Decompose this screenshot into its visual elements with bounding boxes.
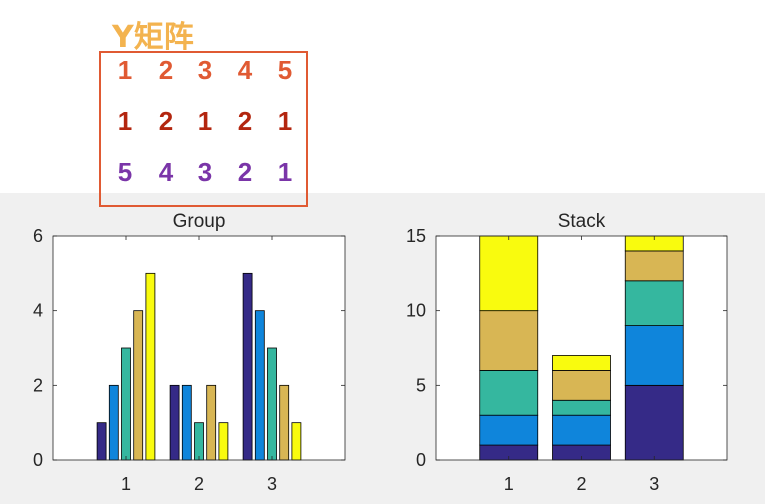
- matrix-row-1: 1 2 3 4 5: [101, 55, 306, 105]
- matrix-box: 1 2 3 4 5 1 2 1 2 1 5 4 3 2 1: [99, 51, 308, 207]
- x-tick-label: 1: [504, 474, 514, 494]
- stacked-bar-segment: [479, 414, 539, 446]
- stacked-bar-segment: [552, 414, 611, 446]
- x-tick-label: 2: [576, 474, 586, 494]
- y-tick-label: 2: [33, 375, 43, 395]
- matrix-cell: 1: [117, 55, 133, 85]
- bar: [279, 384, 290, 461]
- stacked-bar-segment: [479, 310, 539, 371]
- bar: [96, 422, 107, 461]
- matrix-cell: 2: [237, 106, 253, 136]
- y-tick-label: 10: [406, 301, 426, 321]
- stacked-bar-segment: [479, 235, 539, 312]
- bar: [218, 422, 229, 461]
- y-tick-label: 6: [33, 226, 43, 246]
- bar: [194, 422, 204, 461]
- bar: [254, 310, 265, 461]
- x-tick-label: 3: [649, 474, 659, 494]
- matrix-row-2: 1 2 1 2 1: [101, 106, 306, 156]
- stacked-bar-segment: [624, 325, 684, 386]
- matrix-row-3: 5 4 3 2 1: [101, 157, 306, 207]
- matrix-title: Y矩阵: [112, 20, 194, 55]
- stacked-bar-segment: [552, 399, 611, 416]
- y-tick-label: 15: [406, 226, 426, 246]
- matrix-cell: 3: [197, 157, 213, 187]
- bar: [291, 422, 302, 461]
- matrix-cell: 3: [197, 55, 213, 85]
- x-tick-label: 3: [267, 474, 277, 494]
- matrix-cell: 2: [158, 106, 174, 136]
- matrix-cell: 2: [237, 157, 253, 187]
- bar: [169, 384, 180, 461]
- bar: [181, 384, 192, 461]
- matrix-cell: 1: [197, 106, 213, 136]
- matrix-cell: 4: [237, 55, 253, 85]
- stacked-bar-segment: [624, 384, 684, 461]
- stacked-bar-segment: [624, 280, 684, 326]
- matrix-cell: 2: [158, 55, 174, 85]
- bar: [121, 347, 131, 461]
- y-tick-label: 0: [33, 450, 43, 470]
- y-tick-label: 0: [416, 450, 426, 470]
- matrix-cell: 5: [117, 157, 133, 187]
- chart-title: Stack: [558, 211, 606, 232]
- matrix-cell: 1: [277, 157, 293, 187]
- matrix-cell: 1: [277, 106, 293, 136]
- bar: [267, 347, 277, 461]
- bar: [133, 310, 144, 461]
- y-tick-label: 4: [33, 301, 43, 321]
- matrix-cell: 5: [277, 55, 293, 85]
- stacked-bar-segment: [624, 250, 684, 282]
- bar: [206, 384, 217, 461]
- matrix-cell: 4: [158, 157, 174, 187]
- x-tick-label: 2: [194, 474, 204, 494]
- bar: [145, 272, 156, 461]
- bar: [108, 384, 119, 461]
- stacked-bar-segment: [479, 369, 539, 416]
- y-tick-label: 5: [416, 375, 426, 395]
- x-tick-label: 1: [121, 474, 131, 494]
- bar: [242, 272, 253, 461]
- chart-title: Group: [173, 211, 226, 232]
- stacked-bar-segment: [552, 355, 611, 371]
- stacked-bar-segment: [552, 369, 611, 401]
- matrix-cell: 1: [117, 106, 133, 136]
